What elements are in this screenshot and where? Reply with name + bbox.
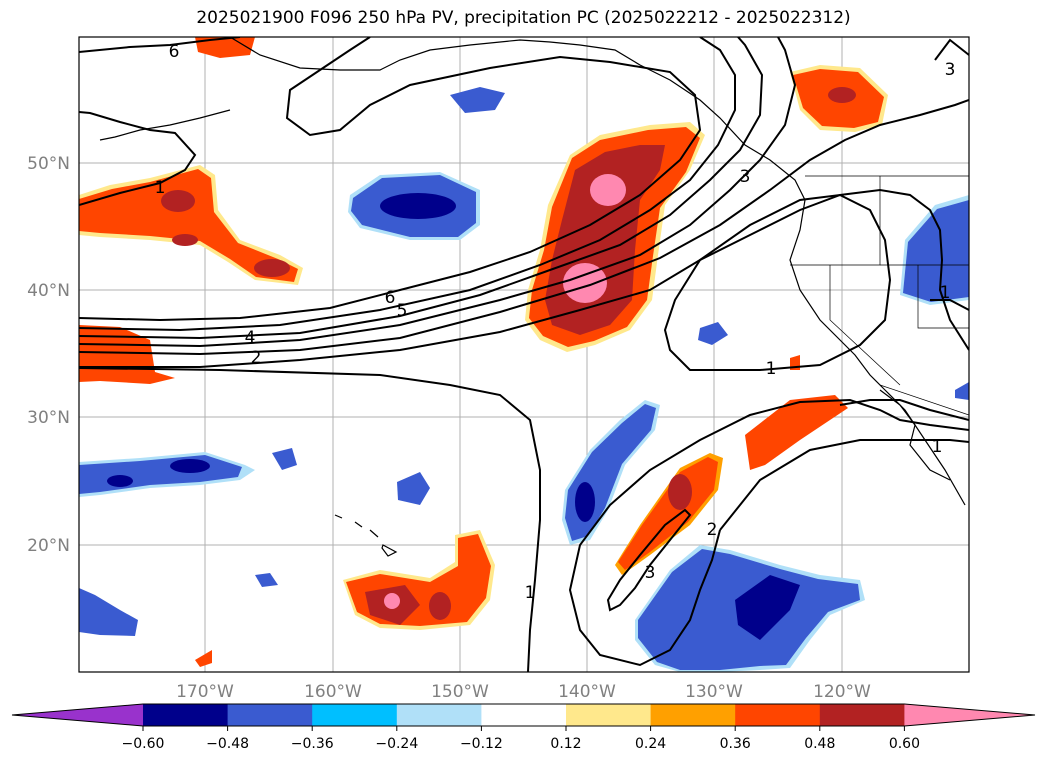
contour-label: 6 [385, 288, 396, 308]
coastline [99, 37, 966, 557]
contour-label: 5 [397, 301, 408, 321]
colorbar-swatch [396, 704, 482, 726]
contour-label: 6 [169, 42, 180, 62]
lat-label: 20°N [27, 536, 70, 556]
lat-label: 30°N [27, 408, 70, 428]
precip-negative [79, 87, 969, 672]
colorbar-tick-label: −0.36 [291, 736, 334, 752]
lon-label: 170°W [176, 682, 234, 702]
contour-label: 1 [932, 437, 943, 457]
lon-label: 150°W [431, 682, 489, 702]
contour-label: 3 [945, 60, 956, 80]
colorbar-swatch [566, 704, 652, 726]
colorbar-tick-label: 0.48 [804, 736, 835, 752]
lon-label: 130°W [685, 682, 743, 702]
contour-label: 3 [645, 563, 656, 583]
map-title: 2025021900 F096 250 hPa PV, precipitatio… [196, 8, 851, 28]
colorbar-tick-label: −0.48 [206, 736, 249, 752]
lat-label: 50°N [27, 154, 70, 174]
contour-label: 1 [940, 283, 951, 303]
colorbar-tick-label: −0.24 [375, 736, 418, 752]
colorbar-tick-label: −0.12 [460, 736, 503, 752]
contour-label: 1 [155, 178, 166, 198]
contour-label: 1 [525, 583, 536, 603]
colorbar-swatch [481, 704, 567, 726]
contour-label: 1 [766, 359, 777, 379]
lat-labels: 50°N 40°N 30°N 20°N [27, 154, 70, 556]
colorbar: −0.60 −0.48 −0.36 −0.24 −0.12 0.12 0.24 0.36 0.4… [11, 703, 1036, 752]
lon-label: 140°W [558, 682, 616, 702]
colorbar-extend-min [12, 704, 143, 726]
colorbar-tick-label: 0.24 [635, 736, 666, 752]
colorbar-tick-label: 0.36 [720, 736, 751, 752]
contour-label: 2 [707, 520, 718, 540]
colorbar-swatch [650, 704, 736, 726]
colorbar-swatch [227, 704, 313, 726]
contour-label: 4 [245, 328, 256, 348]
colorbar-swatch [735, 704, 821, 726]
colorbar-swatch [312, 704, 398, 726]
contour-label: 3 [740, 167, 751, 187]
contour-label: 2 [251, 348, 262, 368]
political-borders [790, 175, 969, 416]
lon-labels: 170°W 160°W 150°W 140°W 130°W 120°W [176, 682, 871, 702]
pv-contours [79, 37, 969, 672]
colorbar-tick-label: 0.60 [889, 736, 920, 752]
lon-label: 160°W [304, 682, 362, 702]
colorbar-swatch [143, 704, 229, 726]
colorbar-tick-label: −0.60 [122, 736, 165, 752]
colorbar-extend-max [904, 704, 1035, 726]
lon-label: 120°W [813, 682, 871, 702]
lat-label: 40°N [27, 281, 70, 301]
colorbar-tick-label: 0.12 [550, 736, 581, 752]
map-frame [78, 36, 970, 673]
colorbar-swatch [819, 704, 905, 726]
precip-positive [79, 37, 888, 667]
contour-labels: 6 1 6 5 4 2 1 3 1 1 2 3 3 1 [155, 42, 956, 603]
map-area: 6 1 6 5 4 2 1 3 1 1 2 3 3 1 [79, 37, 969, 672]
